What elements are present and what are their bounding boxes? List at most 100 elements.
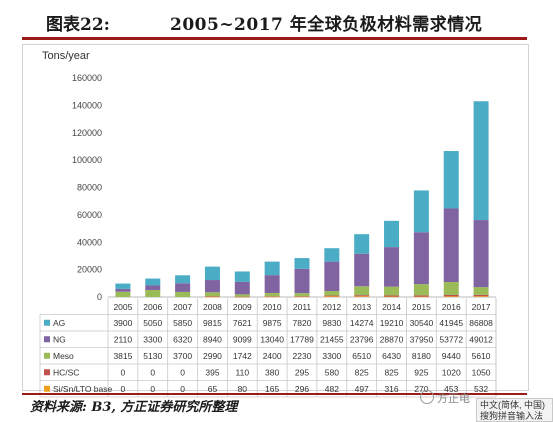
bar-segment-meso [324, 291, 340, 296]
bar-segment-hc-sc [234, 296, 250, 298]
bar-segment-ag [443, 151, 459, 209]
bar-segment-meso [234, 294, 250, 297]
legend-label: NG [53, 334, 66, 344]
bar-segment-meso [264, 292, 280, 297]
bar-segment-meso [354, 286, 370, 296]
bar-segment-ng [264, 275, 280, 293]
data-label: 14274 [350, 318, 374, 328]
data-label: 0 [121, 367, 126, 377]
data-label: 316 [384, 384, 398, 394]
bar-segment-meso [443, 282, 459, 295]
data-label: 165 [265, 384, 279, 394]
x-tick-label: 2016 [442, 302, 461, 312]
bar-segment-hc-sc [443, 294, 459, 297]
data-label: 3900 [113, 318, 132, 328]
bar-segment-ag [294, 258, 310, 269]
data-label: 53772 [439, 334, 463, 344]
y-tick-label: 60000 [77, 210, 102, 220]
data-label: 7820 [293, 318, 312, 328]
source-note: 资料来源: B3, 方正证券研究所整理 [30, 400, 238, 415]
bar-segment-meso [115, 291, 131, 297]
figure-title: 2005~2017 年全球负极材料需求情况 [170, 15, 483, 35]
x-tick-label: 2012 [322, 302, 341, 312]
bar-segment-si-sn-lto-base [294, 296, 310, 298]
bar-segment-meso [413, 284, 429, 296]
data-label: 395 [205, 367, 219, 377]
bar-segment-ag [234, 271, 250, 282]
data-label: 925 [414, 367, 428, 377]
data-label: 0 [180, 384, 185, 394]
y-tick-label: 100000 [72, 155, 102, 165]
bar-segment-si-sn-lto-base [413, 296, 429, 298]
y-unit-label: Tons/year [42, 50, 90, 62]
data-label: 482 [325, 384, 339, 394]
data-label: 497 [355, 384, 369, 394]
figure-header: 图表22: 2005~2017 年全球负极材料需求情况 [0, 0, 553, 40]
data-label: 3700 [173, 351, 192, 361]
bar-segment-si-sn-lto-base [324, 296, 340, 297]
x-tick-label: 2015 [412, 302, 431, 312]
data-label: 5130 [143, 351, 162, 361]
y-tick-label: 40000 [77, 237, 102, 247]
legend-swatch [44, 369, 50, 376]
bar-segment-meso [384, 286, 400, 296]
bar-segment-meso [204, 292, 220, 297]
bar-segment-ng [354, 253, 370, 287]
bar-segment-ag [145, 278, 161, 286]
bar-segment-si-sn-lto-base [354, 296, 370, 297]
y-tick-label: 120000 [72, 128, 102, 138]
x-tick-label: 2008 [203, 302, 222, 312]
data-label: 380 [265, 367, 279, 377]
watermark: 方正电 [420, 390, 470, 406]
x-tick-label: 2017 [472, 302, 491, 312]
bar-segment-si-sn-lto-base [384, 296, 400, 298]
data-label: 13040 [260, 334, 284, 344]
bar-segment-si-sn-lto-base [443, 296, 459, 297]
data-label: 296 [295, 384, 309, 394]
bar-segment-ag [473, 101, 489, 221]
bar-segment-hc-sc [354, 295, 370, 297]
bar-segment-ng [443, 208, 459, 283]
bar-segment-si-sn-lto-base [264, 296, 280, 298]
data-label: 49012 [469, 334, 493, 344]
bar-segment-ng [204, 280, 220, 293]
bar-segment-ag [115, 283, 131, 289]
y-tick-label: 80000 [77, 183, 102, 193]
bar-segment-ng [115, 288, 131, 292]
data-label: 86808 [469, 318, 493, 328]
legend-swatch [44, 336, 50, 343]
bar-segment-meso [294, 293, 310, 297]
bar-segment-ng [175, 283, 191, 292]
bar-segment-hc-sc [413, 295, 429, 297]
ime-language: 中文(简体, 中国) [480, 400, 545, 410]
data-label: 3300 [322, 351, 341, 361]
legend-swatch [44, 385, 50, 392]
bar-segment-ng [234, 281, 250, 295]
data-label: 9099 [233, 334, 252, 344]
bar-segment-ag [264, 261, 280, 276]
bar-segment-ag [384, 220, 400, 248]
data-label: 6320 [173, 334, 192, 344]
ime-method: 搜狗拼音输入法 [480, 411, 544, 421]
bar-segment-ag [204, 266, 220, 281]
legend-swatch [44, 352, 50, 359]
legend-label: Meso [53, 351, 74, 361]
data-label: 65 [208, 384, 218, 394]
ime-indicator[interactable]: 中文(简体, 中国) 搜狗拼音输入法 [476, 398, 553, 422]
data-label: 2230 [293, 351, 312, 361]
data-label: 5610 [472, 351, 491, 361]
data-label: 453 [444, 384, 458, 394]
legend-swatch [44, 319, 50, 326]
bar-segment-ng [384, 247, 400, 287]
header-rule [22, 37, 527, 40]
x-tick-label: 2014 [382, 302, 401, 312]
data-label: 7621 [233, 318, 252, 328]
data-label: 9440 [442, 351, 461, 361]
data-label: 6510 [352, 351, 371, 361]
bar-segment-ng [145, 285, 161, 290]
bar-segment-hc-sc [204, 296, 220, 297]
data-label: 1050 [472, 367, 491, 377]
data-label: 1742 [233, 351, 252, 361]
data-label: 21455 [320, 334, 344, 344]
